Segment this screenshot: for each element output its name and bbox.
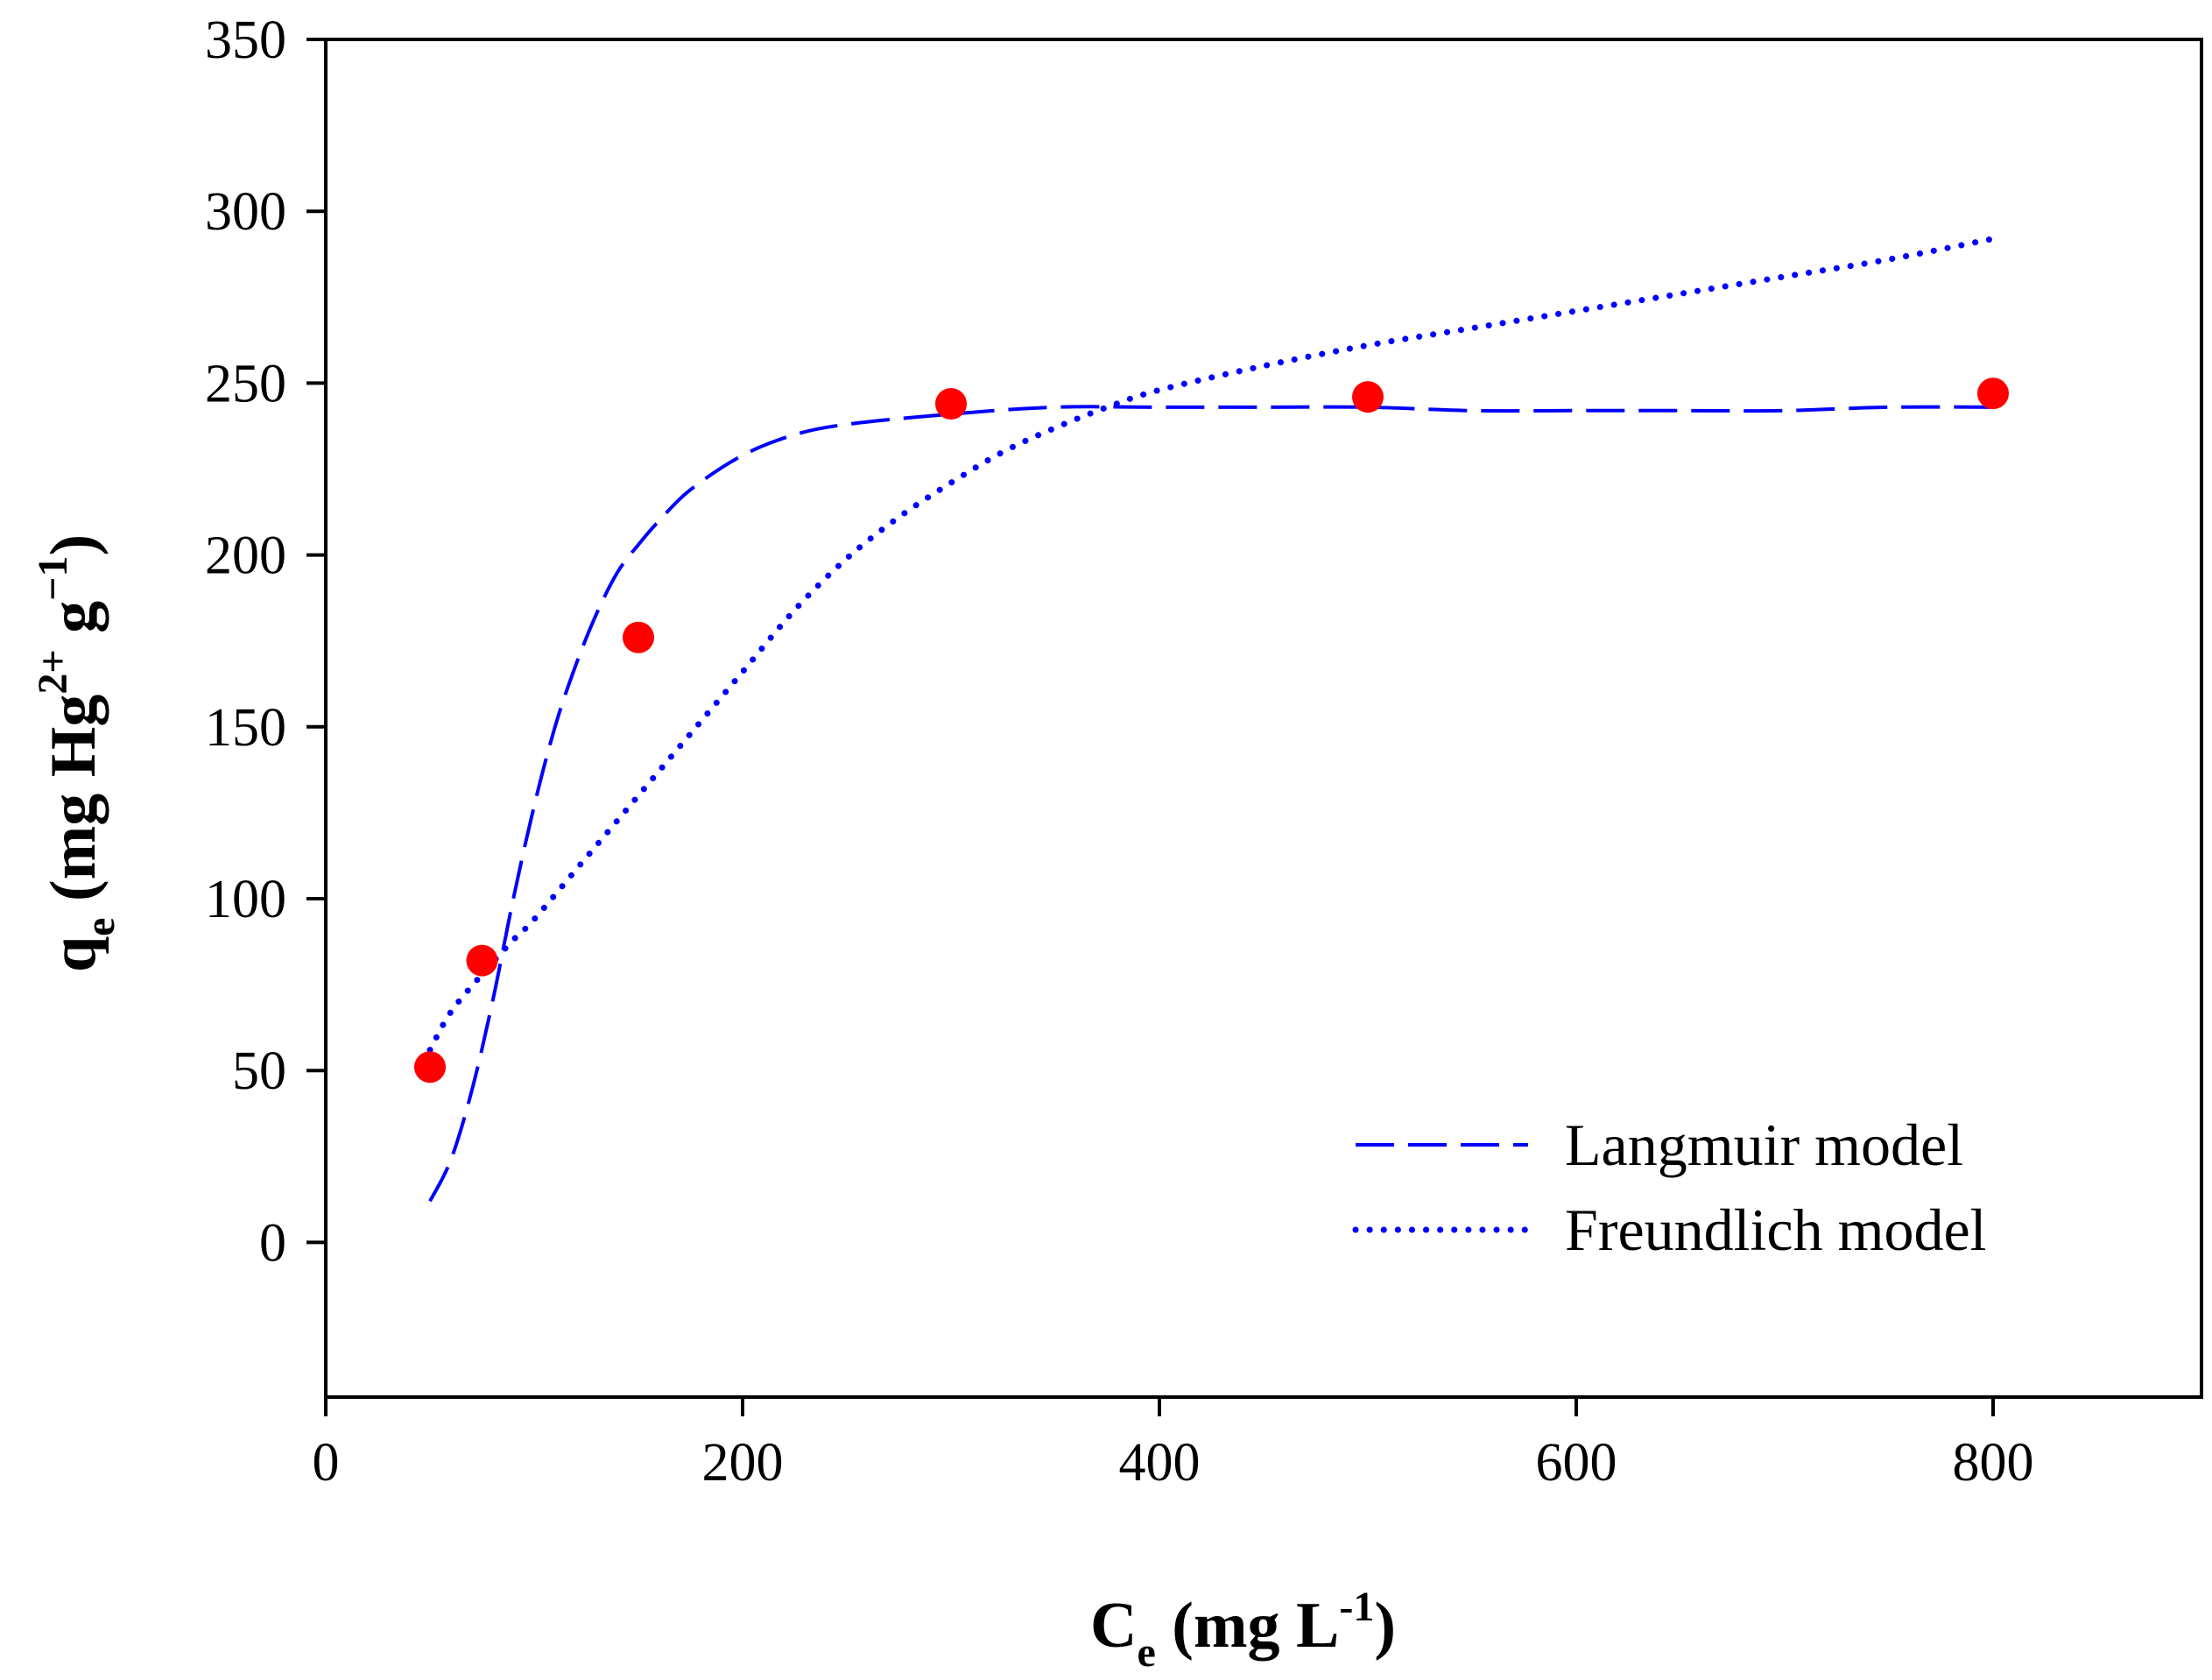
y-tick-label: 250 [205,354,286,413]
x-tick-label: 400 [1119,1433,1201,1493]
data-points [414,378,2009,1084]
data-point [935,387,967,420]
data-point [1352,381,1384,413]
x-tick-label: 200 [702,1433,784,1493]
model-curves [426,236,1997,1203]
x-axis: 0 200 400 600 800 [313,1397,2034,1493]
x-tick-label: 800 [1953,1433,2034,1493]
y-axis: 0 50 100 150 200 250 300 350 [205,11,326,1273]
data-point [1977,378,2009,410]
y-tick-label: 0 [259,1213,286,1273]
y-tick-label: 200 [205,526,286,586]
langmuir-curve [428,405,1994,1203]
data-point [623,621,654,653]
y-tick-label: 50 [232,1041,286,1101]
legend: Langmuir model Freundlich model [1352,1112,1987,1263]
legend-label-langmuir: Langmuir model [1565,1112,1963,1178]
y-tick-label: 100 [205,870,286,929]
plot-frame [324,38,2203,1399]
x-tick-label: 0 [313,1433,340,1493]
legend-label-freundlich: Freundlich model [1565,1196,1987,1263]
x-axis-title: Ce (mg L-1) [1090,1584,1396,1676]
y-tick-label: 150 [205,698,286,758]
y-axis-title: qe (mg Hg2+ g−1) [30,534,123,972]
freundlich-curve [426,236,1997,1054]
x-tick-label: 600 [1536,1433,1617,1493]
y-tick-label: 300 [205,182,286,242]
y-tick-label: 350 [205,11,286,70]
data-point [414,1051,446,1084]
data-point [466,944,498,977]
